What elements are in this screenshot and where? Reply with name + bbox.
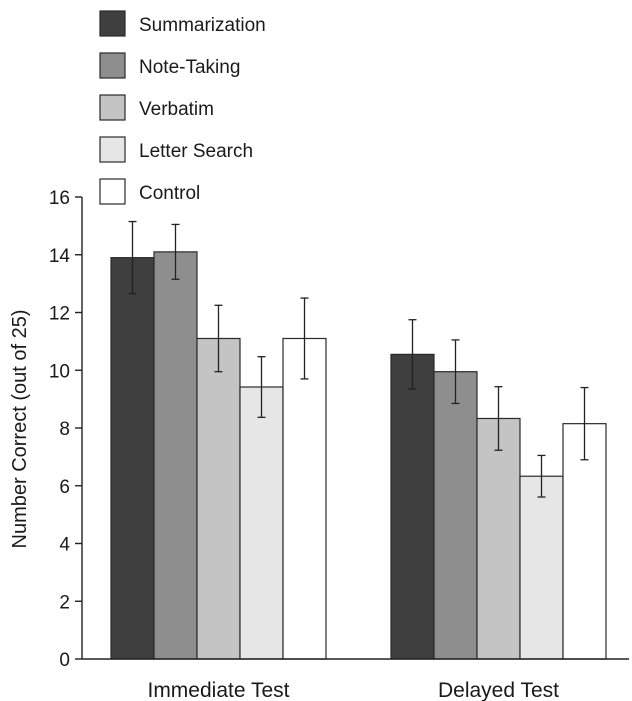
error-bar <box>300 297 309 380</box>
error-bar <box>171 223 180 280</box>
legend-swatch <box>99 136 126 163</box>
legend-swatch <box>99 52 126 79</box>
legend-label: Note-Taking <box>139 57 240 78</box>
y-tick-label: 16 <box>49 188 70 209</box>
bar <box>239 386 284 660</box>
legend: Summarization Note-Taking Verbatim Letter S… <box>99 10 266 205</box>
error-bar <box>408 319 417 390</box>
bar <box>282 337 327 660</box>
legend-swatch <box>99 10 126 37</box>
legend-swatch <box>99 94 126 121</box>
y-tick-label: 14 <box>49 246 71 267</box>
bar <box>153 251 198 660</box>
y-tick-label: 0 <box>59 650 70 671</box>
bar <box>519 475 564 660</box>
bars <box>110 220 607 660</box>
legend-label: Verbatim <box>139 99 214 120</box>
y-axis-title: Number Correct (out of 25) <box>9 310 31 549</box>
x-tick-labels: Immediate Test Delayed Test <box>147 679 559 701</box>
y-tick-label: 8 <box>59 419 70 440</box>
legend-label: Control <box>139 183 200 204</box>
legend-swatch <box>99 178 126 205</box>
bar <box>110 257 155 660</box>
bar <box>196 337 241 660</box>
x-tick-label: Immediate Test <box>147 679 289 701</box>
y-tick-label: 10 <box>49 361 70 382</box>
legend-label: Letter Search <box>139 141 253 162</box>
error-bar <box>580 386 589 461</box>
bar <box>476 417 521 660</box>
bar <box>390 353 435 660</box>
error-bar <box>128 220 137 295</box>
y-ticks: 0 2 4 6 8 10 12 14 16 <box>49 188 82 671</box>
error-bar <box>494 386 503 451</box>
error-bar <box>451 339 460 405</box>
y-tick-label: 6 <box>59 477 70 498</box>
x-tick-label: Delayed Test <box>438 679 559 701</box>
error-bar <box>214 304 223 373</box>
error-bar <box>257 356 266 418</box>
y-tick-label: 12 <box>49 304 70 325</box>
bar <box>433 371 478 660</box>
y-tick-label: 4 <box>59 535 70 556</box>
y-tick-label: 2 <box>59 592 70 613</box>
legend-label: Summarization <box>139 15 266 36</box>
error-bar <box>537 454 546 498</box>
bar <box>562 423 607 660</box>
